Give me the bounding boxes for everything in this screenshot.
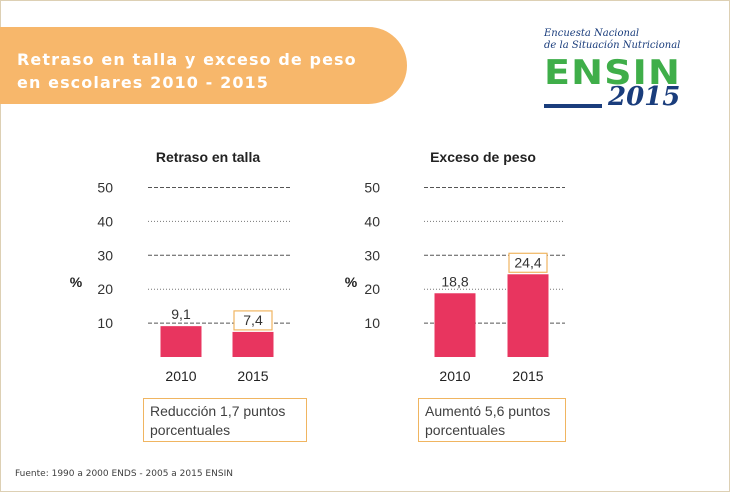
y-tick-label: 40 bbox=[364, 213, 380, 229]
slide-title: Retraso en talla y exceso de peso en esc… bbox=[17, 50, 357, 92]
x-tick-label: 2015 bbox=[237, 368, 268, 384]
ensin-logo: Encuesta Nacional de la Situación Nutric… bbox=[536, 28, 706, 120]
logo-year: 2015 bbox=[608, 82, 681, 112]
value-label: 24,4 bbox=[514, 254, 541, 270]
value-label: 18,8 bbox=[441, 273, 468, 289]
x-tick-label: 2010 bbox=[439, 368, 470, 384]
bar-2015 bbox=[507, 274, 549, 357]
chart-2-plot: 10 20 30 40 50 18,8 2010 24,4 2015 bbox=[364, 180, 565, 384]
title-banner bbox=[0, 27, 407, 104]
y-tick-label: 50 bbox=[97, 180, 113, 196]
y-tick-label: 40 bbox=[97, 213, 113, 229]
y-tick-label: 10 bbox=[97, 315, 113, 331]
y-tick-label: 30 bbox=[97, 247, 113, 263]
y-tick-label: 20 bbox=[97, 281, 113, 297]
y-tick-label: 10 bbox=[364, 315, 380, 331]
y-tick-label: 30 bbox=[364, 247, 380, 263]
chart-2-ylabel: % bbox=[345, 274, 358, 290]
bar-2015 bbox=[232, 331, 274, 357]
chart-1-ylabel: % bbox=[70, 274, 83, 290]
bar-2010 bbox=[434, 293, 476, 357]
chart-2-note: Aumentó 5,6 puntos porcentuales bbox=[418, 398, 566, 442]
value-label-box bbox=[508, 252, 548, 273]
logo-line-2: de la Situación Nutricional bbox=[544, 40, 681, 51]
x-tick-label: 2010 bbox=[165, 368, 196, 384]
logo-line-1: Encuesta Nacional bbox=[544, 28, 640, 39]
bar-2010 bbox=[160, 326, 202, 357]
value-label: 9,1 bbox=[171, 306, 191, 322]
value-label: 7,4 bbox=[243, 312, 263, 328]
chart-1-plot: 10 20 30 40 50 9,1 2010 7,4 2015 bbox=[97, 180, 290, 384]
y-tick-label: 50 bbox=[364, 180, 380, 196]
chart-1-note: Reducción 1,7 puntos porcentuales bbox=[143, 398, 307, 442]
source-footnote: Fuente: 1990 a 2000 ENDS - 2005 a 2015 E… bbox=[15, 469, 233, 479]
logo-underline bbox=[544, 104, 602, 108]
chart-2-title: Exceso de peso bbox=[430, 149, 536, 165]
logo-name: ENSIN bbox=[544, 53, 681, 93]
x-tick-label: 2015 bbox=[512, 368, 543, 384]
value-label-box bbox=[233, 310, 273, 331]
y-tick-label: 20 bbox=[364, 281, 380, 297]
chart-1-title: Retraso en talla bbox=[156, 149, 260, 165]
